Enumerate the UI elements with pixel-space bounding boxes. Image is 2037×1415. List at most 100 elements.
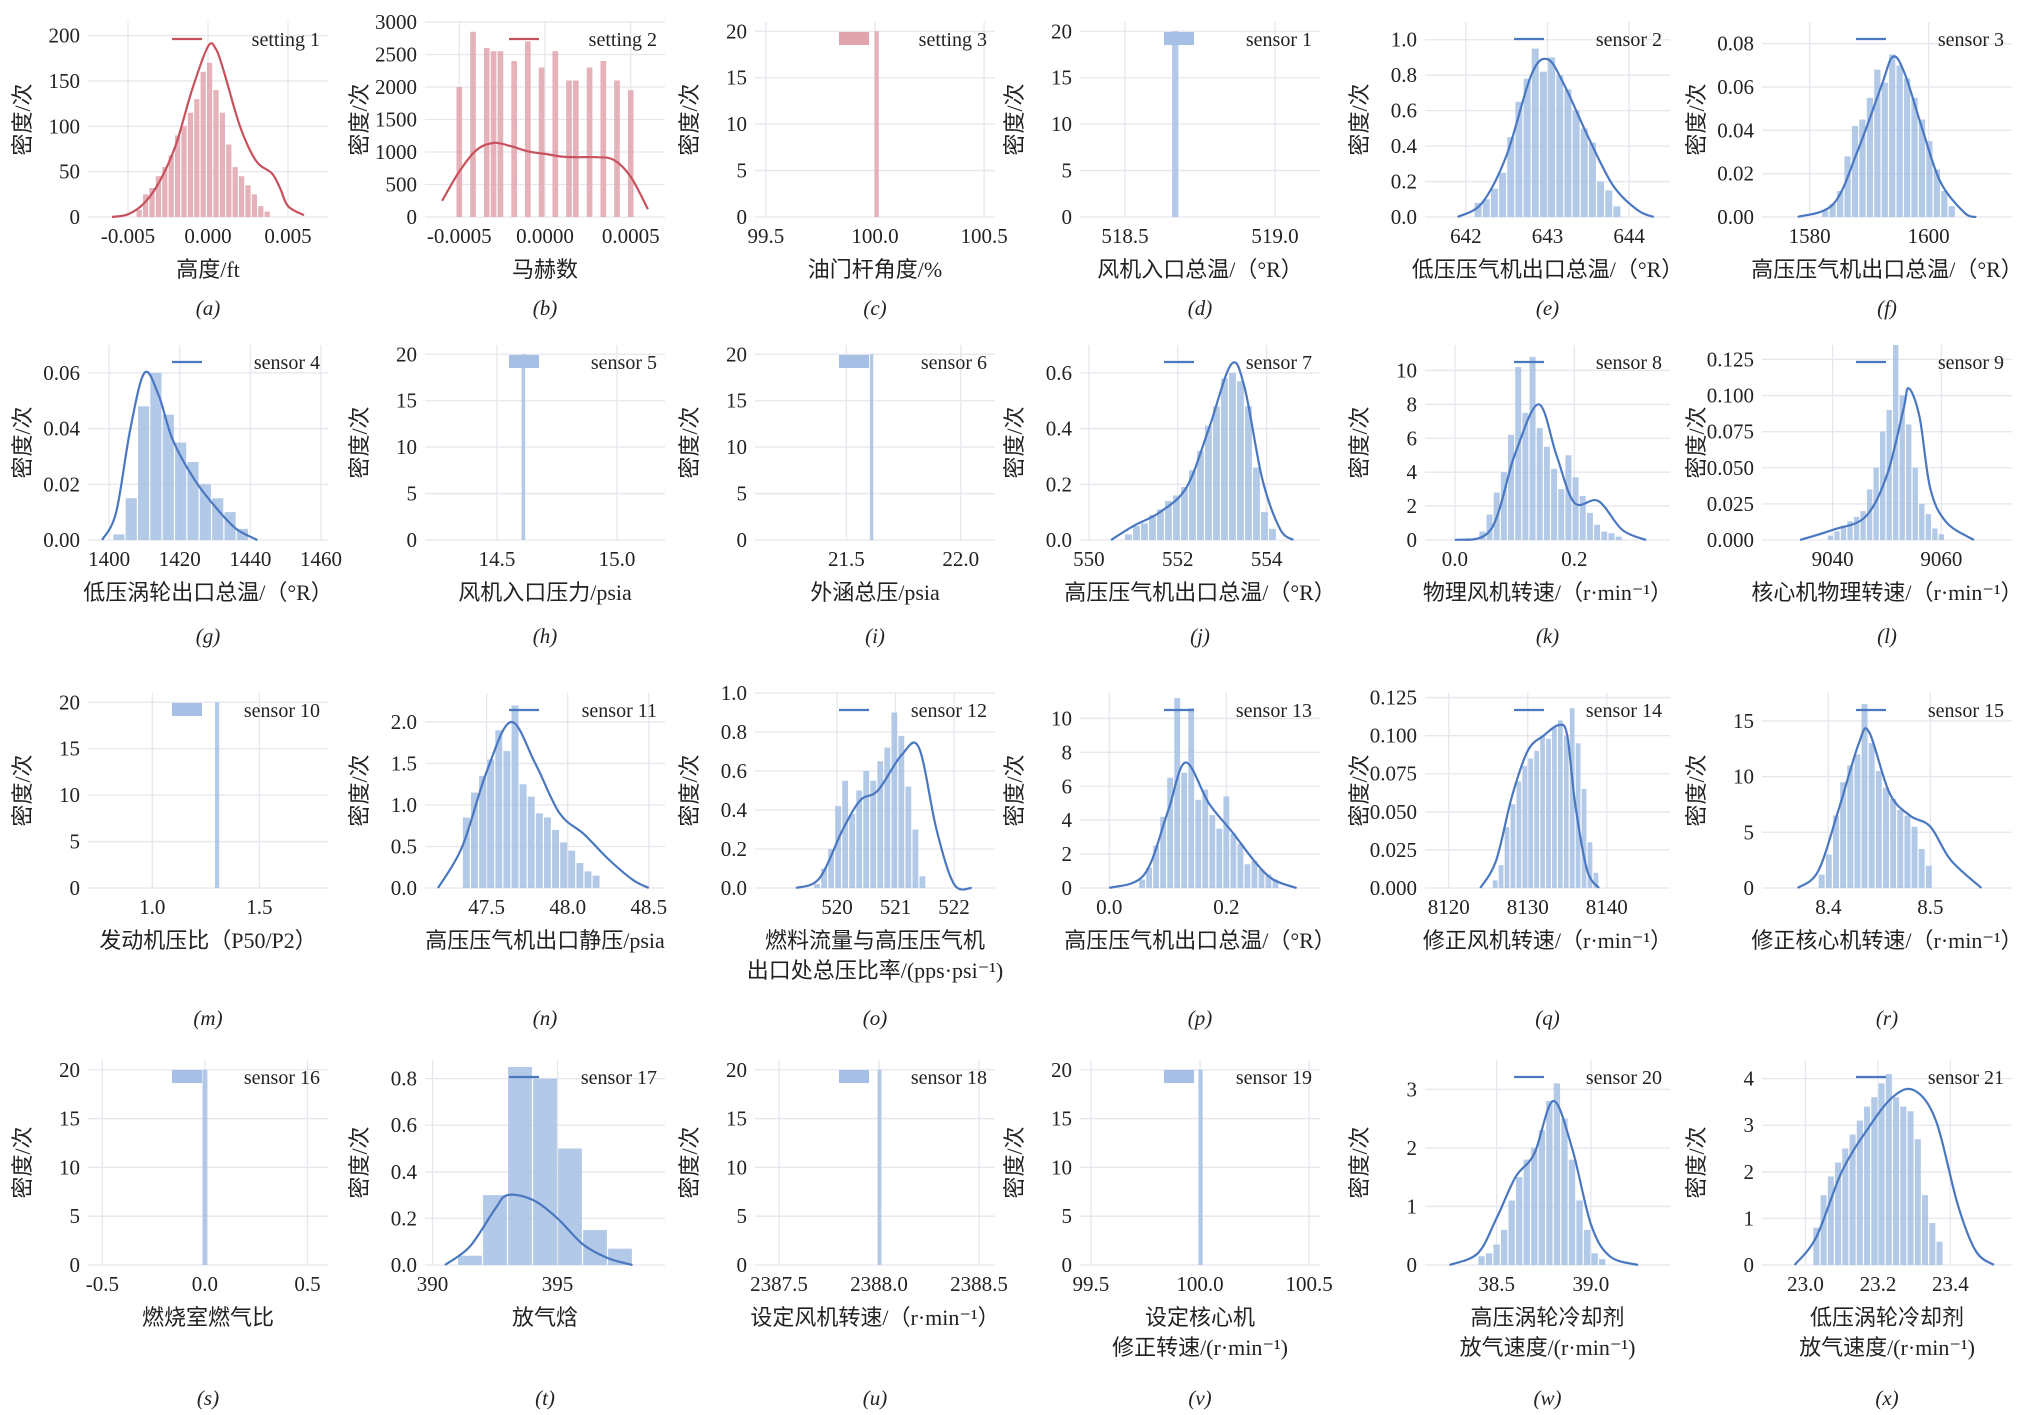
y-tick-label: 3 <box>1407 1077 1418 1101</box>
histogram-bar <box>1563 735 1569 888</box>
histogram-bar <box>1141 523 1148 540</box>
y-tick-label: 0.00 <box>43 528 80 552</box>
histogram-bar <box>232 167 238 217</box>
histogram-bar <box>1605 190 1613 217</box>
histogram-bar <box>212 498 224 540</box>
histogram-bar <box>143 194 149 217</box>
y-tick-label: 4 <box>1744 1067 1755 1091</box>
histogram-bar <box>1498 865 1504 888</box>
x-tick-label: 23.4 <box>1932 1272 1969 1296</box>
histogram-bar <box>1587 842 1593 888</box>
y-tick-label: 0 <box>70 205 81 229</box>
histogram-bar <box>1569 708 1575 888</box>
histogram-bar <box>215 702 220 888</box>
x-tick-label: 643 <box>1532 224 1564 248</box>
panel-label: (p) <box>1188 1006 1213 1030</box>
y-tick-label: 0.4 <box>1391 134 1418 158</box>
y-tick-label: 0.0 <box>391 1253 417 1277</box>
x-tick-label: 0.0000 <box>516 224 574 248</box>
histogram-bar <box>521 354 526 540</box>
y-tick-label: 1.0 <box>721 681 747 705</box>
kde-curve <box>1797 727 1983 889</box>
y-axis-label: 密度/次 <box>677 406 702 478</box>
y-tick-label: 20 <box>59 690 80 714</box>
y-tick-label: 10 <box>1396 358 1417 382</box>
histogram-bar <box>162 167 168 217</box>
kde-curve <box>1457 57 1655 219</box>
histogram-bar <box>856 790 863 888</box>
x-tick-label: 1440 <box>229 547 271 571</box>
x-tick-label: 99.5 <box>1073 1272 1110 1296</box>
histogram-bar <box>1903 78 1911 217</box>
y-tick-label: 20 <box>726 1058 747 1082</box>
x-axis-label: 出口处总压比率/(pps·psi⁻¹) <box>747 958 1004 983</box>
y-tick-label: 0.050 <box>1707 456 1754 480</box>
histogram-bar <box>1508 434 1515 540</box>
x-tick-label: 2387.5 <box>750 1272 808 1296</box>
x-tick-label: 642 <box>1450 224 1482 248</box>
y-tick-label: 6 <box>1407 426 1418 450</box>
histogram-bar <box>175 442 187 540</box>
x-tick-label: 8140 <box>1586 895 1628 919</box>
x-tick-label: -0.0005 <box>427 224 492 248</box>
x-tick-label: 48.5 <box>630 895 667 919</box>
plot-area <box>755 345 995 540</box>
y-tick-label: 0.04 <box>1717 118 1754 142</box>
y-tick-label: 2000 <box>375 75 417 99</box>
histogram-bar <box>891 712 898 888</box>
y-tick-label: 0.06 <box>1717 75 1754 99</box>
histogram-bar <box>150 372 162 540</box>
panel-label: (e) <box>1536 296 1559 320</box>
histogram-bar <box>1515 101 1523 217</box>
panel-label: (m) <box>193 1006 222 1030</box>
y-tick-label: 1 <box>1407 1194 1418 1218</box>
y-axis-label: 密度/次 <box>1002 754 1027 826</box>
histogram-bar <box>1251 860 1258 888</box>
histogram-bar <box>149 187 155 217</box>
histogram-bar <box>1941 191 1948 217</box>
y-tick-label: 0.06 <box>43 361 80 385</box>
histogram-bar <box>552 51 559 217</box>
y-tick-label: 20 <box>1051 1058 1072 1082</box>
y-axis-label: 密度/次 <box>1347 754 1372 826</box>
y-tick-label: 0.025 <box>1370 838 1417 862</box>
x-tick-label: 8.5 <box>1917 895 1943 919</box>
x-tick-label: 15.0 <box>599 547 636 571</box>
histogram-bar <box>1851 126 1859 217</box>
legend-patch-marker <box>172 703 202 716</box>
histogram-bar <box>224 512 236 540</box>
histogram-bar <box>1840 782 1847 888</box>
histogram-bar <box>592 875 600 888</box>
x-tick-label: 518.5 <box>1101 224 1148 248</box>
histogram-bar <box>535 813 543 888</box>
y-tick-label: 0.0 <box>391 876 417 900</box>
histogram-bar <box>533 1078 557 1265</box>
histogram-bar <box>168 155 174 217</box>
histogram-bar <box>113 534 125 540</box>
panel-h: 14.5 15.0 0 5 10 15 20 风机入口压力/psia 密度/次 sensor 5 (… <box>347 342 665 648</box>
x-tick-label: 0.005 <box>264 224 311 248</box>
x-tick-label: 0.0 <box>1442 547 1468 571</box>
panel-label: (w) <box>1534 1386 1562 1410</box>
histogram-bar <box>1508 1200 1515 1265</box>
panel-label: (u) <box>863 1386 888 1410</box>
kde-curve <box>795 741 972 891</box>
panel-n: 47.5 48.0 48.5 0.0 0.5 1.0 1.5 2.0 高压压气机出口静压/psi… <box>347 693 667 1030</box>
histogram-bar <box>1948 206 1955 217</box>
y-tick-label: 200 <box>49 24 81 48</box>
y-tick-label: 1.0 <box>391 793 417 817</box>
histogram-bar <box>1893 1097 1900 1265</box>
kde-curve <box>437 720 650 889</box>
legend-label: setting 1 <box>252 29 320 51</box>
histogram-bar <box>175 135 181 217</box>
histogram-bar <box>877 1069 882 1265</box>
y-tick-label: 0.100 <box>1707 384 1754 408</box>
histogram-bar <box>1500 472 1507 540</box>
histogram-bar <box>1504 827 1510 888</box>
histogram-bar <box>568 850 576 888</box>
histogram-bar <box>1230 833 1237 888</box>
histogram-bar <box>1889 54 1896 217</box>
panel-c: 99.5 100.0 100.5 0 5 10 15 20 油门杆角度/% 密度/次 setting… <box>677 19 1008 320</box>
histogram-bar <box>187 112 193 217</box>
histogram-bar <box>1864 1106 1871 1265</box>
